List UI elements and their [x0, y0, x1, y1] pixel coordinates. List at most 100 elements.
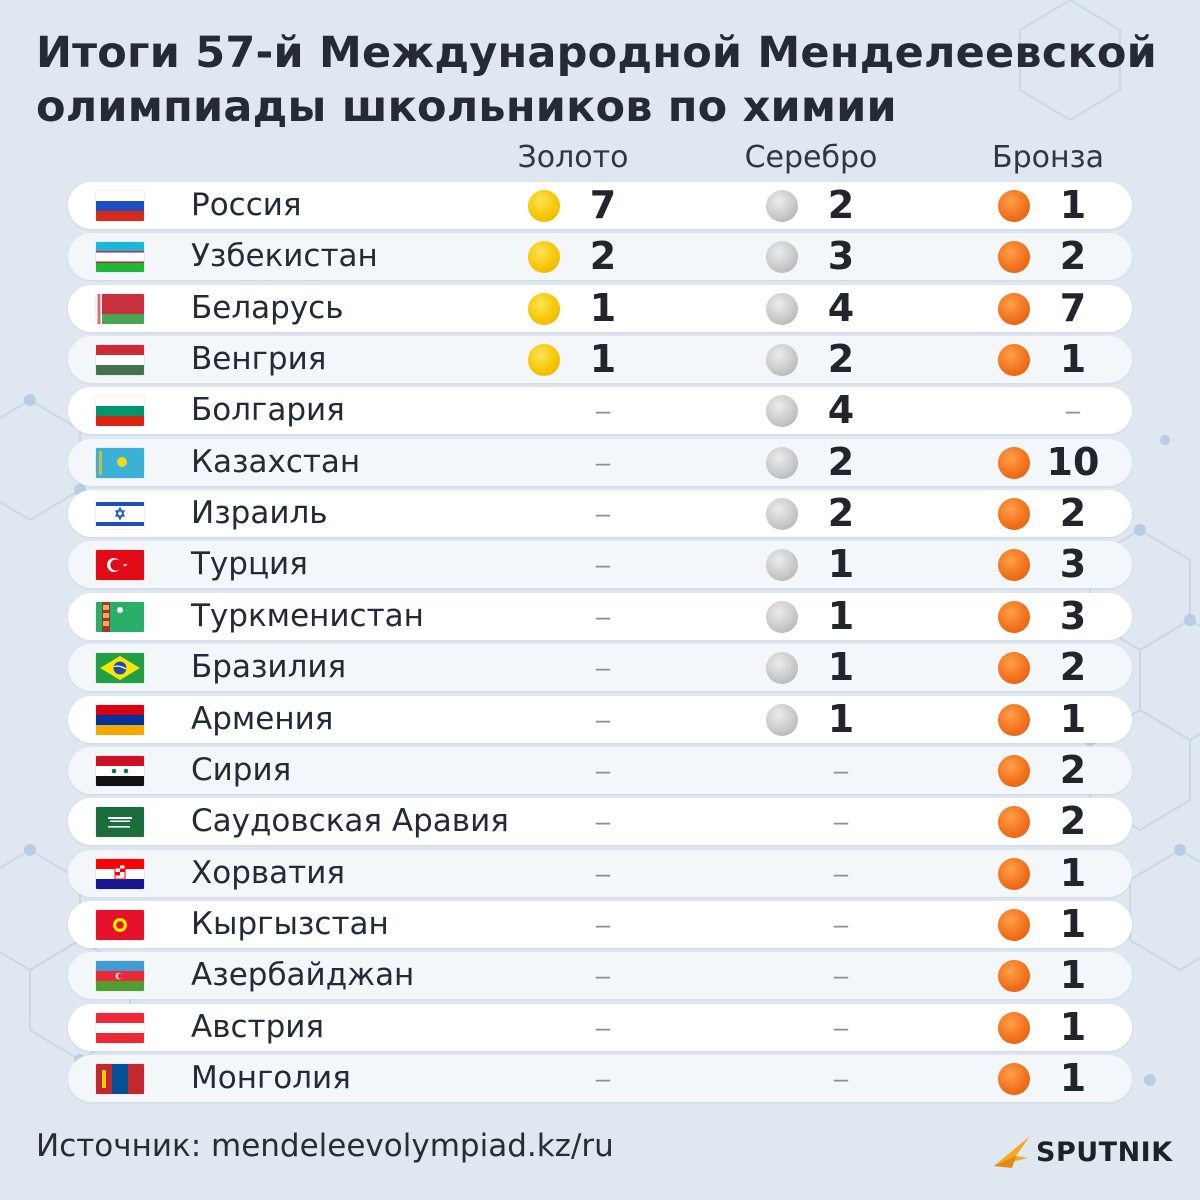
silver-medal-icon	[766, 549, 798, 582]
bronze-count: 2	[1059, 645, 1087, 690]
brazil-flag-art	[96, 653, 144, 684]
armenia-flag-art	[96, 704, 144, 735]
israel-flag	[96, 499, 144, 530]
bronze-medal-icon	[998, 960, 1030, 993]
russia-flag-art	[96, 191, 144, 221]
country-name: Сирия	[191, 751, 292, 788]
gold-count-empty: –	[595, 857, 611, 888]
column-header-bronze: Бронза	[992, 140, 1104, 175]
saudi-arabia-flag-art	[96, 807, 144, 838]
uzbekistan-flag	[96, 242, 144, 273]
saudi-arabia-flag	[96, 807, 144, 838]
silver-count-empty: –	[833, 857, 849, 888]
table-row: Сирия – – 2	[68, 746, 1132, 794]
austria-flag	[96, 1012, 144, 1043]
country-name: Узбекистан	[191, 238, 378, 275]
bronze-medal-icon	[998, 344, 1030, 377]
silver-medal-icon	[766, 344, 798, 377]
country-name: Азербайджан	[191, 957, 415, 994]
table-row: Болгария – 4 –	[68, 387, 1132, 435]
bronze-medal-icon	[998, 498, 1030, 531]
silver-medal-icon	[766, 241, 798, 274]
bronze-medal-icon	[998, 652, 1030, 685]
croatia-flag	[96, 858, 144, 889]
column-header-silver: Серебро	[744, 140, 878, 175]
silver-count: 1	[827, 696, 855, 741]
silver-count: 2	[827, 183, 855, 227]
country-name: Венгрия	[191, 341, 327, 378]
bronze-count: 2	[1059, 799, 1087, 844]
country-name: Кыргызстан	[191, 905, 389, 942]
russia-flag	[96, 191, 144, 221]
bronze-count-empty: –	[1065, 395, 1081, 426]
bronze-medal-icon	[998, 241, 1030, 274]
silver-medal-icon	[766, 395, 798, 428]
mongolia-flag	[96, 1063, 144, 1094]
bronze-count: 1	[1059, 850, 1087, 895]
belarus-flag-art	[96, 293, 144, 324]
azerbaijan-flag-art	[96, 961, 144, 992]
silver-count: 2	[827, 439, 855, 484]
table-row: Монголия – – 1	[68, 1054, 1132, 1102]
syria-flag	[96, 755, 144, 786]
country-name: Турция	[191, 546, 308, 583]
bulgaria-flag	[96, 396, 144, 427]
silver-count-empty: –	[833, 1011, 849, 1042]
bronze-count: 1	[1059, 953, 1087, 998]
silver-count: 1	[827, 645, 855, 690]
silver-count: 3	[827, 234, 855, 279]
bronze-count: 1	[1059, 1004, 1087, 1049]
hungary-flag	[96, 345, 144, 376]
silver-medal-icon	[766, 190, 798, 222]
table-row: Турция – 1 3	[68, 541, 1132, 589]
uzbekistan-flag-art	[96, 242, 144, 273]
azerbaijan-flag	[96, 961, 144, 992]
sputnik-logo-icon	[994, 1136, 1030, 1168]
country-name: Саудовская Аравия	[191, 803, 509, 840]
gold-count-empty: –	[595, 703, 611, 734]
sputnik-logo: SPUTNIK	[992, 1132, 1173, 1172]
croatia-flag-art	[96, 858, 144, 889]
brazil-flag	[96, 653, 144, 684]
gold-count-empty: –	[595, 754, 611, 785]
bronze-count: 1	[1059, 1055, 1087, 1100]
country-name: Россия	[191, 187, 302, 223]
silver-count-empty: –	[833, 908, 849, 939]
table-row: Венгрия 1 2 1	[68, 336, 1132, 384]
country-name: Туркменистан	[191, 597, 424, 634]
country-name: Израиль	[191, 495, 328, 532]
austria-flag-art	[96, 1012, 144, 1043]
table-row: Туркменистан – 1 3	[68, 592, 1132, 640]
table-row: Хорватия – – 1	[68, 849, 1132, 897]
bronze-count: 2	[1059, 491, 1087, 536]
silver-count: 2	[827, 337, 855, 382]
israel-flag-art	[96, 499, 144, 530]
bronze-count: 3	[1059, 593, 1087, 638]
silver-medal-icon	[766, 446, 798, 479]
country-name: Беларусь	[191, 289, 344, 326]
bronze-medal-icon	[998, 292, 1030, 325]
table-row: Израиль – 2 2	[68, 490, 1132, 538]
country-name: Болгария	[191, 392, 345, 429]
bronze-medal-icon	[998, 703, 1030, 736]
table-row: Бразилия – 1 2	[68, 644, 1132, 692]
table-row: Австрия – – 1	[68, 1003, 1132, 1051]
country-name: Австрия	[191, 1008, 325, 1045]
silver-count: 4	[827, 285, 855, 330]
gold-medal-icon	[528, 292, 560, 325]
gold-count-empty: –	[595, 549, 611, 580]
bronze-count: 1	[1059, 901, 1087, 946]
silver-medal-icon	[766, 703, 798, 736]
silver-medal-icon	[766, 498, 798, 531]
turkey-flag	[96, 550, 144, 581]
gold-count-empty: –	[595, 806, 611, 837]
bronze-count: 2	[1059, 234, 1087, 279]
silver-count: 2	[827, 491, 855, 536]
bronze-count: 7	[1059, 285, 1087, 330]
silver-count-empty: –	[833, 960, 849, 991]
gold-count: 1	[589, 285, 617, 330]
silver-medal-icon	[766, 600, 798, 633]
table-row: Казахстан – 2 10	[68, 438, 1132, 486]
syria-flag-art	[96, 755, 144, 786]
